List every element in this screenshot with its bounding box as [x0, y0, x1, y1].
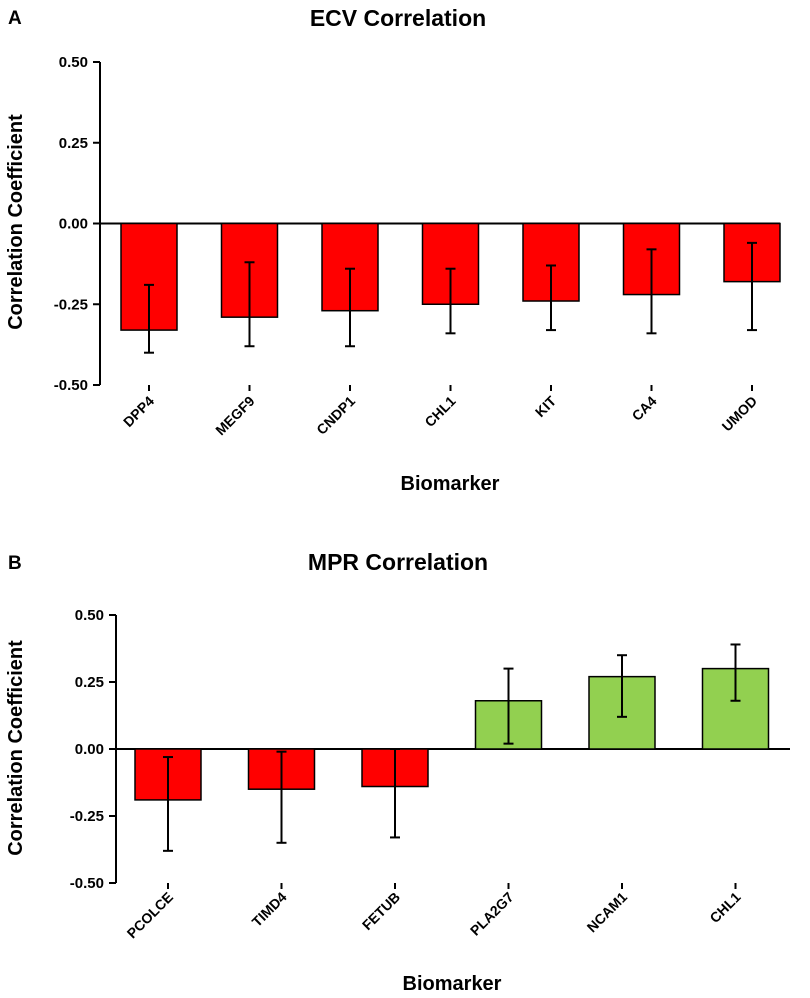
chart-title-ecv: ECV Correlation [310, 5, 486, 31]
y-tick-label: 0.00 [59, 216, 88, 233]
panel-label-a: A [8, 8, 22, 29]
error-bar-pcolce [163, 756, 173, 852]
x-tick-label-chl1: CHL1 [706, 889, 743, 926]
error-bar-pla2g7 [503, 667, 514, 745]
x-tick-label-dpp4: DPP4 [120, 393, 157, 430]
x-tick-label-chl1: CHL1 [421, 393, 458, 430]
y-tick-label: -0.25 [54, 296, 88, 313]
y-axis-title: Correlation Coefficient [5, 640, 27, 856]
x-axis-title: Biomarker [403, 973, 502, 995]
error-bar-cndp1 [345, 267, 355, 348]
x-tick-label-kit: KIT [532, 392, 560, 420]
error-bar-umod [747, 241, 757, 332]
error-bar-megf9 [244, 261, 255, 348]
error-bar-dpp4 [144, 283, 154, 354]
x-tick-label-timd4: TIMD4 [249, 889, 290, 930]
x-tick-label-cndp1: CNDP1 [313, 393, 358, 438]
error-bar-chl1 [445, 267, 456, 335]
chart-title-mpr: MPR Correlation [308, 549, 488, 575]
x-tick-label-ncam1: NCAM1 [584, 889, 631, 936]
error-bar-ca4 [646, 248, 657, 335]
y-tick-label: -0.25 [70, 808, 104, 825]
error-bar-ncam1 [617, 654, 627, 718]
x-tick-label-pcolce: PCOLCE [124, 889, 177, 942]
error-bar-fetub [390, 748, 400, 839]
error-bar-timd4 [276, 750, 287, 844]
x-tick-label-pla2g7: PLA2G7 [467, 889, 517, 939]
chart-ecv-correlation: A ECV Correlation 0.50 0.25 0.00 -0.25 -0.50… [5, 5, 781, 495]
x-tick-label-umod: UMOD [719, 393, 761, 435]
x-tick-label-fetub: FETUB [359, 889, 403, 933]
y-tick-label: -0.50 [54, 377, 88, 394]
y-tick-label: 0.25 [75, 674, 104, 691]
chart-mpr-correlation: B MPR Correlation 0.50 0.25 0.00 -0.25 -0.50… [5, 549, 790, 995]
error-bar-chl1 [730, 643, 741, 702]
y-axis-title: Correlation Coefficient [5, 114, 27, 330]
x-tick-label-megf9: MEGF9 [212, 393, 258, 439]
y-tick-label: 0.25 [59, 135, 88, 152]
y-tick-label: -0.50 [70, 875, 104, 892]
x-axis-title: Biomarker [401, 473, 500, 495]
error-bar-kit [546, 264, 556, 332]
y-tick-label: 0.50 [59, 54, 88, 71]
y-tick-label: 0.50 [75, 607, 104, 624]
y-tick-label: 0.00 [75, 741, 104, 758]
panel-label-b: B [8, 553, 22, 574]
x-tick-label-ca4: CA4 [628, 393, 659, 424]
